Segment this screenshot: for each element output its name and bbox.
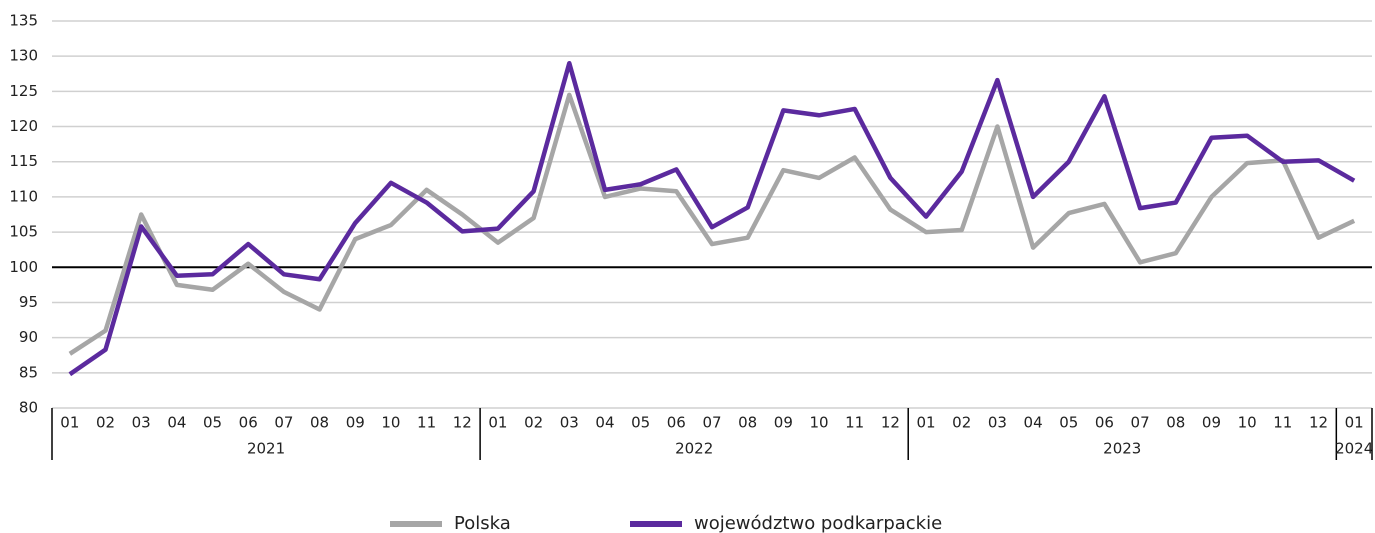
x-tick-label: 07 [702, 414, 721, 432]
group-label: 2021 [247, 440, 285, 458]
x-tick-label: 01 [60, 414, 79, 432]
y-tick-label: 105 [9, 223, 38, 241]
x-tick-label: 09 [346, 414, 365, 432]
x-tick-label: 01 [1345, 414, 1364, 432]
x-tick-label: 05 [203, 414, 222, 432]
x-tick-label: 11 [417, 414, 436, 432]
y-tick-label: 135 [9, 12, 38, 30]
x-tick-label: 08 [738, 414, 757, 432]
x-tick-label: 12 [1309, 414, 1328, 432]
x-tick-label: 04 [167, 414, 186, 432]
y-tick-label: 95 [19, 293, 38, 311]
x-tick-label: 02 [96, 414, 115, 432]
x-tick-label: 01 [917, 414, 936, 432]
group-label: 2024 [1335, 440, 1373, 458]
y-tick-label: 90 [19, 328, 38, 346]
x-tick-label: 09 [1202, 414, 1221, 432]
x-tick-label: 11 [1273, 414, 1292, 432]
x-tick-label: 06 [1095, 414, 1114, 432]
series-line [68, 60, 1356, 377]
x-tick-label: 04 [595, 414, 614, 432]
x-tick-label: 03 [560, 414, 579, 432]
x-tick-label: 10 [1238, 414, 1257, 432]
x-tick-label: 03 [988, 414, 1007, 432]
x-tick-label: 04 [1024, 414, 1043, 432]
x-tick-label: 06 [239, 414, 258, 432]
x-tick-label: 07 [1131, 414, 1150, 432]
legend-label: Polska [454, 513, 511, 533]
x-tick-label: 01 [488, 414, 507, 432]
y-tick-label: 100 [9, 258, 38, 276]
x-tick-label: 12 [881, 414, 900, 432]
y-tick-label: 115 [9, 152, 38, 170]
series-line [68, 92, 1356, 356]
group-label: 2022 [675, 440, 713, 458]
x-tick-label: 05 [1059, 414, 1078, 432]
y-tick-label: 125 [9, 82, 38, 100]
y-tick-label: 80 [19, 399, 38, 417]
x-tick-label: 08 [310, 414, 329, 432]
legend-label: województwo podkarpackie [694, 513, 942, 533]
x-tick-label: 02 [524, 414, 543, 432]
y-tick-label: 120 [9, 117, 38, 135]
x-tick-label: 05 [631, 414, 650, 432]
x-tick-label: 02 [952, 414, 971, 432]
x-tick-label: 07 [274, 414, 293, 432]
x-tick-label: 08 [1166, 414, 1185, 432]
x-tick-label: 06 [667, 414, 686, 432]
y-tick-label: 110 [9, 187, 38, 205]
x-tick-label: 03 [132, 414, 151, 432]
x-tick-label: 10 [381, 414, 400, 432]
x-tick-label: 11 [845, 414, 864, 432]
group-label: 2023 [1103, 440, 1141, 458]
x-tick-label: 10 [809, 414, 828, 432]
x-tick-label: 12 [453, 414, 472, 432]
y-tick-label: 85 [19, 363, 38, 381]
x-tick-label: 09 [774, 414, 793, 432]
y-tick-label: 130 [9, 47, 38, 65]
